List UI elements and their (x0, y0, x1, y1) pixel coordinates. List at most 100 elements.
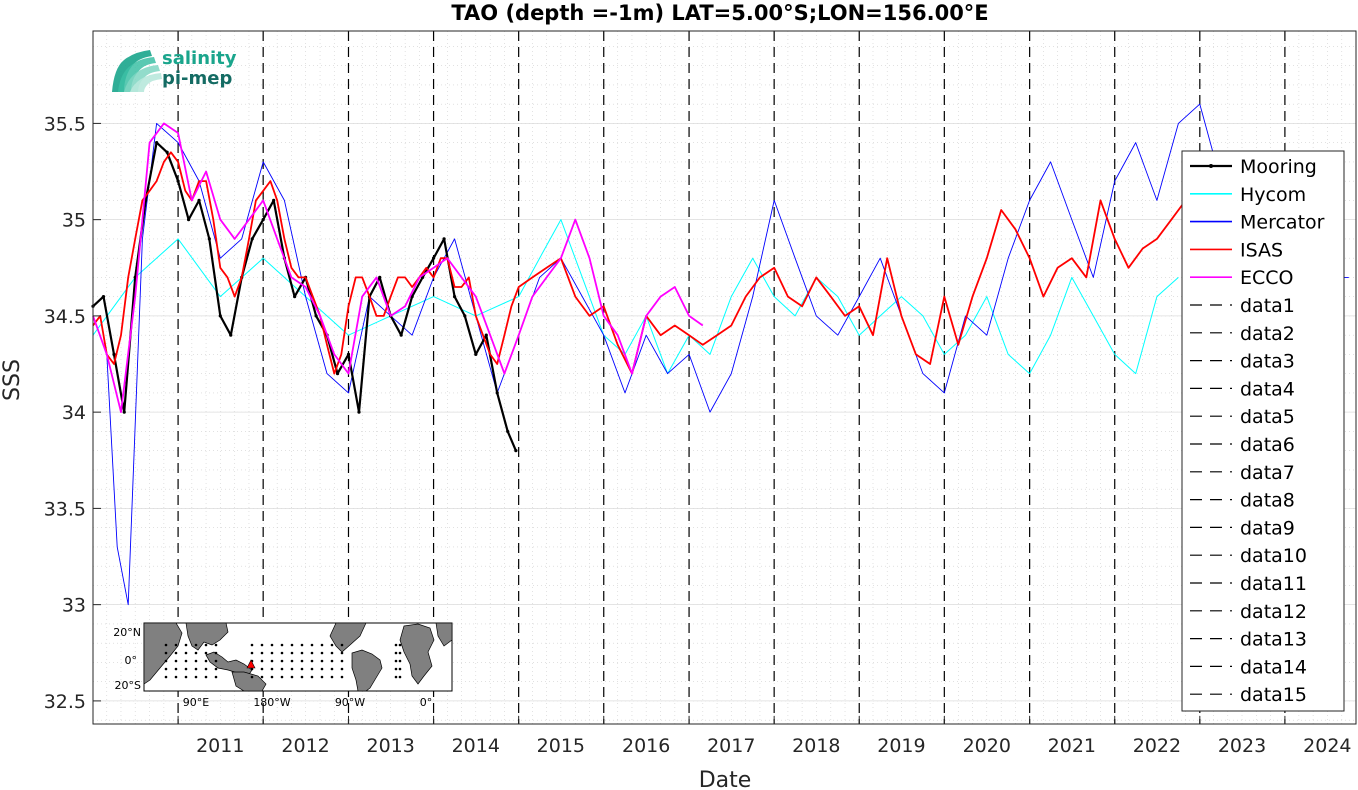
map-lat-label-20n: 20°N (113, 626, 141, 639)
map-lon-label-90e: 90°E (183, 696, 209, 709)
legend-entry-hycom: Hycom (1190, 184, 1306, 206)
mooring-point (293, 295, 297, 299)
mooring-point (442, 237, 446, 241)
mooring-point (452, 295, 457, 299)
x-tick-label: 2011 (196, 735, 244, 757)
legend-label: data2 (1240, 323, 1295, 345)
y-axis-label: SSS (0, 359, 25, 401)
mooring-point (218, 314, 222, 318)
map-land (143, 622, 453, 692)
mooring-point (261, 218, 265, 222)
legend-entry-data11: data11 (1190, 573, 1307, 595)
legend-label: data10 (1240, 545, 1307, 567)
salinity-pi-mep-logo: salinity pi-mep (112, 48, 237, 92)
x-tick-label: 2022 (1133, 735, 1181, 757)
legend-label: ISAS (1240, 239, 1283, 261)
series-line-ecco (92, 122, 704, 414)
mooring-point (399, 333, 403, 337)
legend-label: ECCO (1240, 267, 1294, 289)
x-tick-label: 2015 (537, 735, 585, 757)
mooring-point (101, 295, 106, 299)
legend: Mooring Hycom Mercator ISAS ECCO data1 data2 da… (1181, 150, 1345, 712)
mooring-point (506, 429, 510, 433)
series-line-hycom (92, 219, 1179, 375)
mooring-point (495, 391, 499, 395)
mooring-point (335, 372, 340, 376)
legend-entry-data13: data13 (1190, 629, 1307, 651)
y-tick-label: 33.5 (44, 498, 86, 520)
legend-label: data8 (1240, 490, 1295, 512)
mooring-point (357, 410, 361, 414)
legend-label: data3 (1240, 351, 1295, 373)
x-tick-label: 2016 (622, 735, 670, 757)
mooring-point (484, 333, 488, 337)
plot-frame (92, 30, 1357, 725)
legend-label: Mooring (1240, 156, 1317, 178)
plot-area (93, 31, 1356, 724)
y-tick-label: 34.5 (44, 306, 86, 328)
mooring-point (410, 295, 414, 299)
mooring-point (186, 218, 191, 222)
legend-label: data9 (1240, 517, 1295, 539)
x-tick-label: 2021 (1048, 735, 1096, 757)
legend-label: Hycom (1240, 184, 1306, 206)
map-lon-label-0: 0° (420, 696, 433, 709)
legend-entry-isas: ISAS (1190, 239, 1283, 261)
legend-label: data4 (1240, 378, 1295, 400)
mooring-point (474, 352, 478, 356)
mooring-point (176, 179, 180, 183)
x-tick-label: 2012 (281, 735, 329, 757)
mooring-point (463, 314, 467, 318)
inset-location-map: 20°N 0° 20°S 90°E 180°W 90°W 0° (113, 622, 453, 709)
legend-entry-data3: data3 (1190, 351, 1295, 373)
series-layer (91, 103, 1349, 606)
legend-label: data13 (1240, 629, 1307, 651)
series-line-mercator (92, 103, 1349, 606)
legend-entry-data9: data9 (1190, 517, 1295, 539)
mooring-point (514, 449, 518, 453)
mooring-point (229, 333, 233, 337)
x-tick-label: 2019 (877, 735, 925, 757)
mooring-point (122, 410, 126, 414)
y-tick-label: 35 (62, 210, 86, 232)
mooring-point (272, 198, 276, 202)
mooring-point (165, 150, 169, 154)
legend-entry-data5: data5 (1190, 406, 1295, 428)
legend-label: data5 (1240, 406, 1295, 428)
legend-label: Mercator (1240, 212, 1325, 234)
legend-entry-mooring: Mooring (1190, 156, 1317, 178)
mooring-array-dots (164, 643, 402, 679)
legend-entry-data4: data4 (1190, 378, 1295, 400)
mooring-location-marker (246, 659, 256, 669)
mooring-point (207, 237, 211, 241)
map-lat-label-0: 0° (125, 654, 138, 667)
x-tick-label: 2017 (707, 735, 755, 757)
y-tick-label: 32.5 (44, 691, 86, 713)
legend-entry-data2: data2 (1190, 323, 1295, 345)
x-tick-label: 2024 (1303, 735, 1351, 757)
year-marker-lines (177, 31, 1286, 724)
x-tick-label: 2014 (452, 735, 500, 757)
legend-label: data1 (1240, 295, 1295, 317)
y-tick-label: 33 (62, 595, 86, 617)
series-line-isas (92, 151, 1197, 375)
x-tick-label: 2020 (963, 735, 1011, 757)
legend-entry-data7: data7 (1190, 462, 1295, 484)
x-tick-label: 2013 (367, 735, 415, 757)
legend-label: data12 (1240, 601, 1307, 623)
map-lon-label-180w: 180°W (253, 696, 290, 709)
mooring-point (314, 314, 318, 318)
x-axis-ticks: 2011 2012 2013 2014 2015 2016 2017 2018 2019 2020… (177, 716, 1352, 757)
mooring-point (431, 256, 436, 260)
mooring-point (378, 275, 382, 279)
mooring-point (112, 352, 116, 356)
x-tick-label: 2023 (1218, 735, 1266, 757)
logo-line2: pi-mep (162, 68, 232, 89)
legend-box (1181, 150, 1345, 712)
y-axis-ticks: 32.5 33 33.5 34 34.5 35 35.5 (44, 113, 101, 713)
legend-entry-data1: data1 (1190, 295, 1295, 317)
legend-entry-mercator: Mercator (1190, 212, 1325, 234)
legend-entry-data10: data10 (1190, 545, 1307, 567)
chart-title: TAO (depth =-1m) LAT=5.00°S;LON=156.00°E (451, 1, 988, 25)
